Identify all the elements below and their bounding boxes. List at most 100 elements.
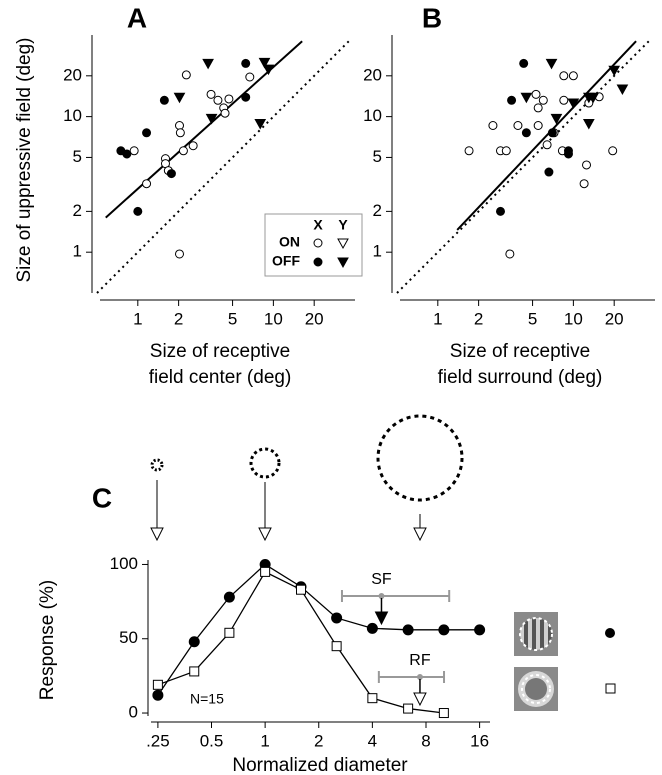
y-axis-label: Response (%) bbox=[37, 580, 58, 700]
series-line bbox=[157, 563, 480, 696]
x-axis-label: field surround (deg) bbox=[438, 367, 603, 388]
fit-line bbox=[456, 40, 637, 231]
stimulus-icons bbox=[514, 612, 616, 711]
point bbox=[542, 140, 552, 150]
x-tick-label: 16 bbox=[470, 731, 489, 750]
panel-label: C bbox=[92, 482, 112, 513]
point bbox=[567, 98, 580, 110]
panel-label: A bbox=[127, 2, 147, 33]
y-tick-label: 5 bbox=[373, 147, 382, 166]
y-axis-label: Size of uppressive field (deg) bbox=[14, 37, 35, 282]
point bbox=[438, 624, 450, 636]
annotation: N=15 bbox=[190, 691, 224, 707]
point bbox=[608, 65, 621, 77]
point bbox=[174, 249, 184, 259]
x-axis-label: Size of receptive bbox=[450, 341, 590, 362]
point bbox=[152, 679, 163, 690]
point bbox=[616, 84, 629, 95]
legend-row: ON bbox=[279, 234, 300, 250]
point bbox=[175, 128, 185, 138]
point bbox=[206, 89, 216, 99]
legend-row: OFF bbox=[272, 253, 300, 269]
y-tick-label: 0 bbox=[129, 703, 138, 722]
point bbox=[402, 624, 414, 636]
point bbox=[608, 146, 618, 156]
point bbox=[582, 118, 595, 130]
point bbox=[582, 160, 592, 170]
y-tick-label: 100 bbox=[110, 554, 138, 573]
point bbox=[152, 689, 164, 701]
point bbox=[507, 95, 517, 105]
x-tick-label: 1 bbox=[133, 309, 142, 328]
panel-label: B bbox=[422, 2, 442, 33]
x-tick-label: 1 bbox=[260, 731, 269, 750]
legend-marker bbox=[313, 238, 323, 248]
interval-label: RF bbox=[409, 652, 431, 669]
point bbox=[559, 95, 569, 105]
point bbox=[403, 703, 414, 714]
point bbox=[587, 92, 600, 104]
point bbox=[296, 584, 307, 595]
point bbox=[202, 58, 214, 70]
x-tick-label: .25 bbox=[146, 731, 170, 750]
x-tick-label: 1 bbox=[433, 309, 442, 328]
x-tick-label: 20 bbox=[605, 309, 624, 328]
point bbox=[495, 206, 505, 216]
legend-marker bbox=[337, 257, 349, 269]
y-tick-label: 20 bbox=[363, 65, 382, 84]
interval-center bbox=[416, 674, 423, 680]
point bbox=[188, 636, 200, 648]
point bbox=[474, 624, 486, 636]
unity-line bbox=[396, 40, 650, 294]
point bbox=[188, 141, 198, 151]
y-tick-label: 20 bbox=[63, 65, 82, 84]
point bbox=[133, 206, 143, 216]
x-tick-label: 5 bbox=[228, 309, 237, 328]
point bbox=[142, 179, 152, 189]
x-tick-label: 2 bbox=[174, 309, 183, 328]
point bbox=[189, 666, 200, 677]
point bbox=[550, 113, 563, 125]
point bbox=[122, 149, 132, 159]
point bbox=[174, 121, 184, 131]
legend-column: Y bbox=[338, 217, 348, 233]
point bbox=[531, 89, 541, 99]
legend-marker bbox=[337, 238, 349, 250]
point bbox=[223, 591, 235, 603]
point bbox=[464, 146, 474, 156]
point bbox=[538, 95, 548, 105]
x-axis-label: Normalized diameter bbox=[232, 755, 408, 775]
point bbox=[544, 167, 554, 177]
x-tick-label: 20 bbox=[305, 309, 324, 328]
x-tick-label: 5 bbox=[528, 309, 537, 328]
x-tick-label: 2 bbox=[314, 731, 323, 750]
interval-arrowhead bbox=[374, 611, 389, 626]
point bbox=[513, 121, 523, 131]
point bbox=[505, 249, 515, 259]
point bbox=[545, 58, 558, 70]
y-tick-label: 1 bbox=[73, 242, 82, 261]
point bbox=[568, 71, 578, 81]
x-tick-label: 10 bbox=[564, 309, 583, 328]
interval-label: SF bbox=[371, 571, 392, 588]
stimulus-sketch bbox=[150, 414, 464, 542]
x-axis-label: Size of receptive bbox=[150, 341, 290, 362]
point bbox=[547, 128, 557, 138]
point bbox=[166, 169, 176, 179]
point bbox=[245, 72, 255, 82]
point bbox=[533, 103, 543, 113]
x-tick-label: 0.5 bbox=[200, 731, 224, 750]
point bbox=[331, 612, 343, 624]
x-axis-label: field center (deg) bbox=[149, 367, 292, 388]
point bbox=[559, 71, 569, 81]
point bbox=[260, 566, 271, 577]
point bbox=[331, 641, 342, 652]
point bbox=[579, 179, 589, 189]
y-tick-label: 2 bbox=[373, 201, 382, 220]
point bbox=[224, 627, 235, 638]
legend-column: X bbox=[313, 217, 323, 233]
point bbox=[159, 95, 169, 105]
interval-arrowhead bbox=[413, 692, 427, 707]
x-tick-label: 8 bbox=[421, 731, 430, 750]
